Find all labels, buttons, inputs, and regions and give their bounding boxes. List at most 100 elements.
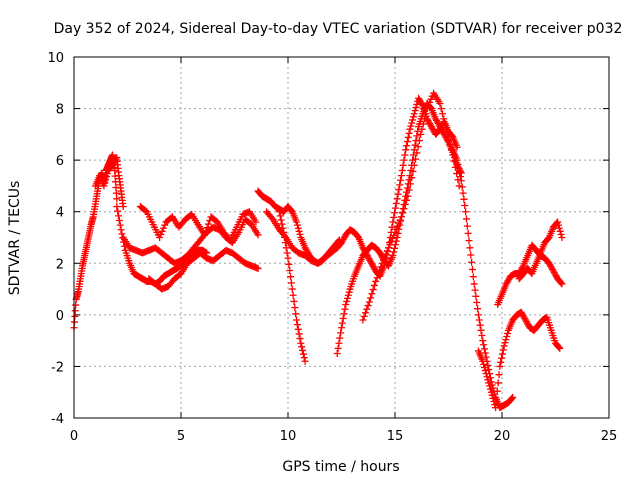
data-point [386,241,394,249]
data-point [275,208,283,216]
data-point [300,354,308,362]
data-point [157,230,165,238]
data-point [392,199,400,207]
data-point [364,302,372,310]
data-point [252,218,260,226]
data-point [388,235,396,243]
data-point [397,213,405,221]
data-point [436,99,444,107]
data-point [555,343,563,351]
data-point [453,143,461,151]
data-point [298,343,306,351]
data-point [480,341,488,349]
data-point [404,192,412,200]
data-point [556,227,564,235]
series-trace-14 [474,308,564,412]
x-tick-label: 0 [70,429,78,444]
data-point [481,349,489,357]
data-point [158,227,166,235]
data-point [276,212,284,220]
data-point [293,321,301,329]
data-point [417,130,425,138]
plot-frame [73,56,610,419]
data-point [478,331,486,339]
data-point [484,376,492,384]
data-point [400,156,408,164]
data-point [397,176,405,184]
data-point [281,234,289,241]
data-point [297,339,305,347]
data-point [367,294,375,302]
data-point [437,105,445,113]
data-point [382,250,390,258]
data-point [494,379,502,387]
data-point [372,277,380,285]
data-point [480,360,488,368]
data-point [299,346,307,354]
data-point [204,220,212,228]
data-point [446,141,454,149]
data-point [333,350,341,358]
data-point [293,316,301,324]
data-point [295,330,303,338]
data-point [464,229,472,237]
data-point [345,288,353,296]
data-point [103,173,111,181]
data-point [492,404,500,412]
data-point [423,105,431,113]
x-tick-label: 5 [177,429,185,444]
data-point [480,345,488,353]
data-point [291,304,299,312]
data-point [294,224,302,232]
data-point [395,219,403,227]
data-point [400,205,408,213]
data-point [558,280,566,288]
series-trace-12 [359,89,463,324]
data-point [392,225,400,233]
plot-points [70,89,566,412]
data-point [299,350,307,358]
data-point [439,110,447,118]
data-point [113,203,121,211]
data-point [394,222,402,230]
data-point [482,370,490,378]
data-point [343,297,351,305]
data-point [339,314,347,322]
data-point [277,216,285,224]
data-point [467,251,475,259]
data-point [161,221,169,229]
data-point [489,394,497,402]
data-point [388,223,396,231]
data-point [485,366,493,374]
data-point [203,224,211,232]
data-point [503,333,511,341]
data-point [408,119,416,127]
y-tick-label: 8 [56,103,64,118]
data-point [397,172,405,180]
data-point [361,309,369,317]
data-point [399,209,407,217]
data-point [293,218,301,226]
data-point [156,234,164,241]
data-point [370,281,378,289]
data-point [365,298,373,306]
data-point [406,125,414,133]
data-point [288,285,296,293]
data-point [557,279,565,287]
data-point [557,230,565,238]
series-trace-9 [275,208,309,365]
data-point [115,216,123,224]
data-point [278,220,286,228]
data-point [374,270,382,278]
data-point [341,305,349,313]
data-point [492,395,500,403]
data-point [409,167,417,175]
data-point [394,229,402,237]
data-point [342,301,350,309]
data-point [116,221,124,229]
data-point [459,189,467,197]
data-point [463,222,471,230]
data-point [470,280,478,288]
data-point [294,325,302,333]
